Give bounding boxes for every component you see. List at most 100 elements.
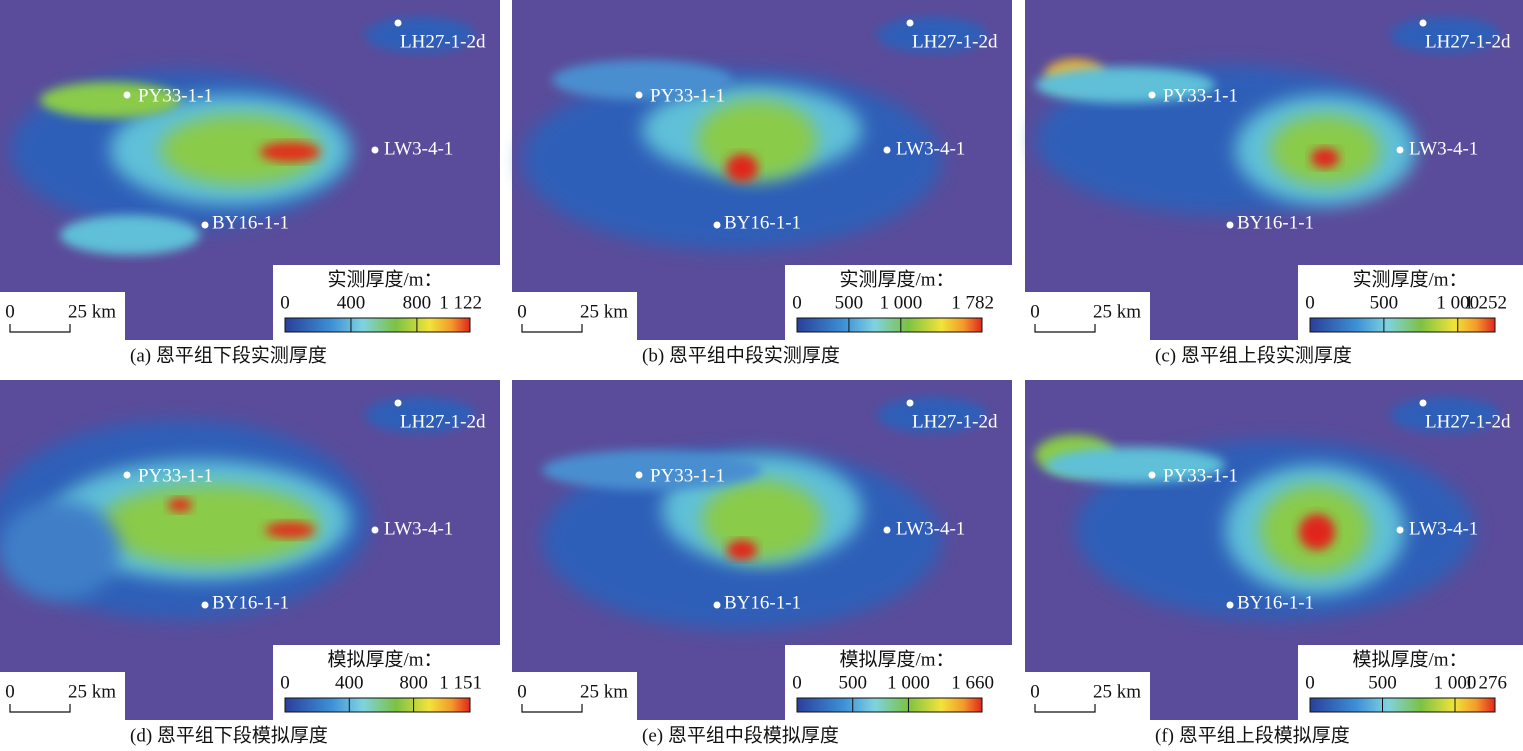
scale-start: 0: [1030, 681, 1040, 702]
well-marker: [635, 91, 643, 99]
map: [512, 0, 1012, 340]
map: [0, 0, 500, 340]
colorbar-tick-label: 800: [399, 672, 428, 693]
well-marker: [883, 526, 891, 534]
well-label: BY16-1-1: [212, 592, 289, 613]
thickness-area: [60, 215, 200, 255]
well-label: LW3-4-1: [896, 518, 965, 539]
thickness-area: [697, 100, 817, 180]
well-label: PY33-1-1: [1163, 465, 1238, 486]
scale-bar: [521, 704, 583, 713]
map: [512, 380, 1012, 720]
colorbar-tick-label: 0: [792, 292, 802, 313]
colorbar-tick-label: 1 122: [439, 292, 482, 313]
thickness-area: [265, 522, 315, 538]
thickness-area: [0, 500, 120, 600]
colorbar: [1309, 317, 1496, 333]
well-marker: [394, 19, 402, 27]
thickness-area: [1390, 17, 1500, 53]
scale-bar: [9, 324, 71, 333]
colorbar: [284, 317, 471, 333]
well-label: BY16-1-1: [1237, 592, 1314, 613]
well-marker: [1226, 221, 1234, 229]
well-label: BY16-1-1: [724, 592, 801, 613]
panel-caption: (a) 恩平组下段实测厚度: [130, 344, 327, 366]
thickness-area: [552, 60, 732, 100]
thickness-area: [702, 480, 822, 560]
colorbar: [796, 697, 983, 713]
thickness-area: [160, 115, 320, 185]
well-marker: [1396, 526, 1404, 534]
colorbar-tick-label: 800: [403, 292, 432, 313]
well-label: LW3-4-1: [896, 138, 965, 159]
well-label: LH27-1-2d: [400, 411, 486, 432]
panel: LH27-1-2d PY33-1-1 LW3-4-1 BY16-1-1 0 25 km 模拟…: [1025, 380, 1523, 746]
panel-caption: (e) 恩平组中段模拟厚度: [642, 724, 839, 746]
thickness-area: [260, 142, 320, 162]
well-marker: [1419, 399, 1427, 407]
well-marker: [123, 471, 131, 479]
scale-bar: [1034, 704, 1096, 713]
colorbar-tick-label: 1 000: [887, 672, 930, 693]
scale-start: 0: [5, 301, 15, 322]
well-label: BY16-1-1: [212, 212, 289, 233]
thickness-area: [1035, 67, 1215, 103]
scale-bar: [521, 324, 583, 333]
colorbar-tick-label: 400: [335, 672, 364, 693]
well-label: LW3-4-1: [1409, 518, 1478, 539]
well-marker: [201, 221, 209, 229]
thickness-area: [1299, 514, 1335, 550]
well-label: LW3-4-1: [1409, 138, 1478, 159]
colorbar-tick-label: 0: [792, 672, 802, 693]
well-marker: [371, 526, 379, 534]
colorbar-tick-label: 0: [280, 292, 290, 313]
panel: LH27-1-2d PY33-1-1 LW3-4-1 BY16-1-1 0 25 km 实测…: [0, 0, 500, 366]
panel: LH27-1-2d PY33-1-1 LW3-4-1 BY16-1-1 0 25 km 模拟…: [512, 380, 1012, 746]
colorbar-tick-label: 1 252: [1464, 292, 1507, 313]
scale-start: 0: [517, 681, 527, 702]
legend-title: 实测厚度/m：: [1352, 268, 1467, 290]
colorbar-tick-label: 0: [280, 672, 290, 693]
well-marker: [394, 399, 402, 407]
map: [0, 380, 500, 720]
scale-bar: [9, 704, 71, 713]
thickness-area: [100, 485, 320, 565]
well-label: LH27-1-2d: [400, 31, 486, 52]
scale-bar: [1034, 324, 1096, 333]
thickness-area: [542, 450, 762, 490]
legend-title: 实测厚度/m：: [839, 268, 954, 290]
colorbar-tick-label: 500: [835, 292, 864, 313]
scale-end: 25 km: [580, 681, 628, 702]
well-marker: [1419, 19, 1427, 27]
scale-start: 0: [1030, 301, 1040, 322]
well-label: PY33-1-1: [650, 85, 725, 106]
well-marker: [906, 399, 914, 407]
thickness-area: [726, 154, 758, 182]
legend-title: 模拟厚度/m：: [839, 648, 954, 670]
thickness-area: [365, 397, 475, 433]
well-marker: [906, 19, 914, 27]
colorbar-tick-label: 1 782: [951, 292, 994, 313]
colorbar-tick-label: 1 000: [1436, 292, 1479, 313]
thickness-area: [877, 17, 987, 53]
colorbar-tick-label: 1 660: [951, 672, 994, 693]
scale-start: 0: [5, 681, 15, 702]
colorbar-tick-label: 0: [1305, 292, 1315, 313]
well-marker: [1148, 471, 1156, 479]
colorbar-tick-label: 1 276: [1464, 672, 1507, 693]
colorbar-tick-label: 0: [1305, 672, 1315, 693]
thickness-area: [40, 82, 180, 118]
scale-end: 25 km: [580, 301, 628, 322]
well-label: PY33-1-1: [650, 465, 725, 486]
well-marker: [713, 601, 721, 609]
colorbar: [1309, 697, 1496, 713]
colorbar: [284, 697, 471, 713]
well-label: LH27-1-2d: [912, 31, 998, 52]
colorbar-tick-label: 1 000: [879, 292, 922, 313]
thickness-area: [1311, 148, 1339, 168]
well-marker: [371, 146, 379, 154]
well-marker: [1226, 601, 1234, 609]
well-marker: [635, 471, 643, 479]
well-marker: [123, 91, 131, 99]
scale-end: 25 km: [1093, 301, 1141, 322]
